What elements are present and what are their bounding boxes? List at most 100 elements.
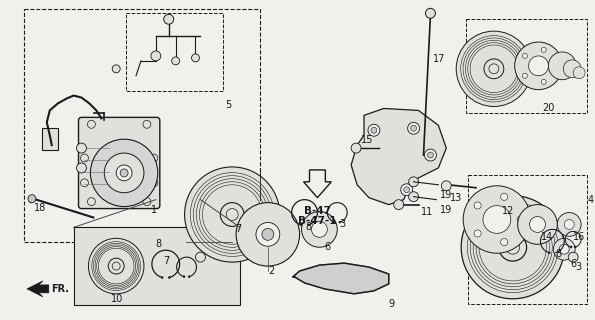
Circle shape (172, 57, 180, 65)
Circle shape (116, 165, 132, 181)
Text: 13: 13 (450, 193, 462, 203)
Circle shape (528, 56, 549, 76)
Circle shape (484, 59, 504, 79)
Circle shape (300, 224, 302, 226)
Circle shape (500, 238, 508, 246)
Circle shape (541, 47, 546, 52)
Text: FR.: FR. (51, 284, 69, 294)
Text: 9: 9 (389, 299, 395, 309)
Circle shape (456, 31, 531, 107)
Circle shape (262, 228, 274, 240)
Circle shape (90, 139, 158, 207)
Polygon shape (351, 108, 446, 204)
Circle shape (515, 42, 562, 90)
Polygon shape (27, 281, 49, 297)
Text: 5: 5 (226, 100, 231, 110)
Circle shape (555, 252, 556, 254)
Circle shape (553, 63, 558, 68)
Circle shape (164, 14, 174, 24)
Circle shape (77, 143, 86, 153)
Circle shape (184, 167, 280, 262)
Bar (466, 19, 587, 113)
Bar (468, 175, 587, 304)
Circle shape (409, 192, 418, 202)
Bar (24, 9, 260, 242)
Circle shape (183, 276, 185, 278)
Circle shape (573, 67, 585, 79)
Text: 1: 1 (151, 204, 157, 215)
Circle shape (530, 217, 546, 232)
Circle shape (411, 125, 416, 131)
Text: 16: 16 (573, 232, 585, 242)
Circle shape (112, 65, 120, 73)
Circle shape (441, 181, 451, 191)
Circle shape (499, 233, 527, 261)
Circle shape (553, 238, 575, 260)
Circle shape (461, 196, 564, 299)
Circle shape (371, 127, 377, 133)
Circle shape (564, 220, 574, 229)
Circle shape (87, 198, 95, 206)
Text: 19: 19 (440, 204, 453, 215)
Text: 8: 8 (555, 249, 562, 259)
Circle shape (558, 212, 581, 236)
Circle shape (541, 79, 546, 84)
Circle shape (120, 169, 128, 177)
Circle shape (307, 224, 309, 226)
Circle shape (394, 200, 403, 210)
Circle shape (168, 276, 170, 278)
Bar (74, 228, 240, 305)
Circle shape (408, 122, 419, 134)
Circle shape (192, 54, 199, 62)
Circle shape (89, 238, 144, 294)
Circle shape (150, 154, 158, 162)
Circle shape (80, 154, 89, 162)
Circle shape (474, 202, 481, 209)
Circle shape (409, 177, 418, 187)
Circle shape (302, 212, 337, 247)
Circle shape (517, 216, 524, 223)
Text: 2: 2 (268, 266, 274, 276)
Text: 3: 3 (575, 262, 581, 272)
Text: 8: 8 (156, 239, 162, 249)
Circle shape (334, 221, 336, 223)
Circle shape (474, 230, 481, 237)
Text: 3: 3 (339, 220, 345, 229)
Circle shape (151, 51, 161, 61)
FancyBboxPatch shape (79, 117, 160, 209)
Circle shape (522, 73, 527, 78)
Circle shape (427, 152, 433, 158)
Circle shape (549, 52, 576, 80)
Text: B-47: B-47 (304, 206, 331, 216)
Circle shape (403, 187, 409, 193)
Circle shape (311, 221, 327, 237)
Circle shape (568, 252, 578, 262)
Circle shape (425, 8, 436, 18)
Circle shape (196, 252, 205, 262)
Text: 10: 10 (111, 294, 124, 304)
Text: 6: 6 (324, 242, 330, 252)
Circle shape (108, 258, 124, 274)
Text: 7: 7 (235, 224, 242, 234)
Circle shape (80, 179, 89, 187)
Polygon shape (293, 263, 389, 294)
Circle shape (28, 195, 36, 203)
Circle shape (150, 179, 158, 187)
Circle shape (87, 120, 95, 128)
Text: 17: 17 (433, 54, 446, 64)
Circle shape (522, 53, 527, 59)
Text: 20: 20 (543, 103, 555, 114)
Circle shape (104, 153, 144, 193)
Circle shape (368, 124, 380, 136)
Text: 18: 18 (34, 203, 46, 212)
Text: 15: 15 (361, 135, 374, 145)
Circle shape (161, 276, 163, 278)
Circle shape (424, 149, 436, 161)
Circle shape (400, 184, 412, 196)
Text: 7: 7 (163, 256, 169, 266)
Text: 12: 12 (502, 205, 514, 216)
Circle shape (351, 143, 361, 153)
Circle shape (574, 246, 576, 248)
Text: B-47-1: B-47-1 (298, 215, 337, 226)
Text: 8: 8 (305, 222, 312, 232)
